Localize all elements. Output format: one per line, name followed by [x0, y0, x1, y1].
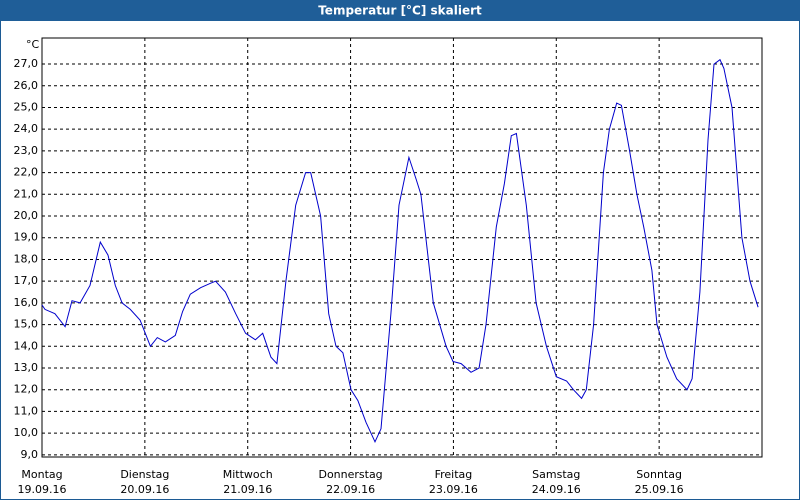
- y-tick-label: 18,0: [14, 252, 39, 265]
- y-tick-label: 23,0: [14, 144, 39, 157]
- x-tick-date: 25.09.16: [635, 483, 684, 496]
- title-bar: [0, 0, 800, 21]
- x-tick-date: 21.09.16: [223, 483, 272, 496]
- y-tick-label: 21,0: [14, 187, 39, 200]
- x-tick-date: 24.09.16: [532, 483, 581, 496]
- y-tick-label: 22,0: [14, 166, 39, 179]
- y-tick-label: 13,0: [14, 361, 39, 374]
- y-tick-label: 24,0: [14, 122, 39, 135]
- x-tick-label: Sonntag: [636, 468, 682, 481]
- x-tick-label: Dienstag: [120, 468, 169, 481]
- x-tick-date: 23.09.16: [429, 483, 478, 496]
- y-tick-label: 25,0: [14, 100, 39, 113]
- y-tick-label: 11,0: [14, 404, 39, 417]
- y-tick-label: 15,0: [14, 318, 39, 331]
- x-tick-label: Montag: [21, 468, 62, 481]
- y-tick-label: 10,0: [14, 426, 39, 439]
- y-tick-label: 20,0: [14, 209, 39, 222]
- plot-border: [41, 37, 763, 458]
- temperature-line: [41, 58, 759, 443]
- y-tick-label: 27,0: [14, 57, 39, 70]
- x-tick-label: Samstag: [532, 468, 580, 481]
- chart-title: Temperatur [°C] skaliert: [318, 4, 482, 18]
- x-tick-label: Donnerstag: [318, 468, 382, 481]
- y-tick-label: 16,0: [14, 296, 39, 309]
- y-tick-label: 12,0: [14, 383, 39, 396]
- y-tick-label: 19,0: [14, 231, 39, 244]
- x-tick-label: Freitag: [435, 468, 473, 481]
- y-tick-label: 14,0: [14, 339, 39, 352]
- x-tick-date: 19.09.16: [18, 483, 67, 496]
- y-tick-label: 9,0: [21, 448, 39, 461]
- x-tick-date: 22.09.16: [326, 483, 375, 496]
- y-tick-label: 26,0: [14, 79, 39, 92]
- x-tick-label: Mittwoch: [223, 468, 273, 481]
- x-tick-date: 20.09.16: [120, 483, 169, 496]
- y-tick-label: 17,0: [14, 274, 39, 287]
- y-unit-label: °C: [26, 38, 40, 51]
